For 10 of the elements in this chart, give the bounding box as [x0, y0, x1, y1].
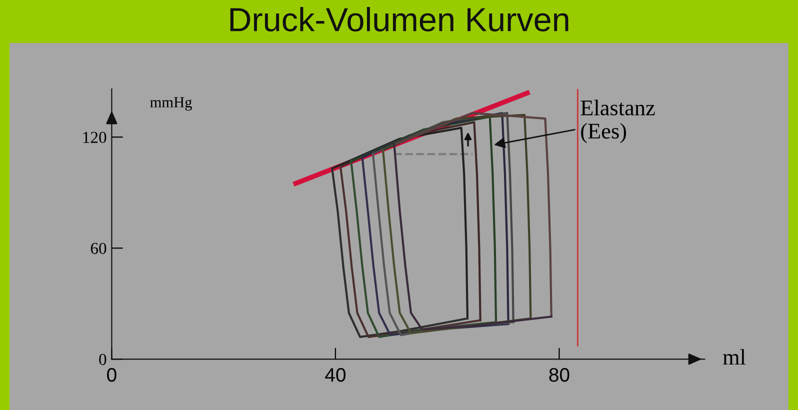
annotation: Elastanz (Ees) [580, 100, 655, 144]
x-tick-label: 0 [107, 368, 116, 382]
y-tick-label: 0 [99, 354, 106, 366]
x-tick-label: 80 [549, 368, 570, 382]
y-axis-title: mmHg [150, 97, 192, 111]
y-tick-label: 60 [90, 242, 106, 254]
chart-title: Druck-Volumen Kurven [230, 7, 568, 32]
y-tick-label: 120 [83, 132, 106, 144]
x-axis-title: ml [723, 349, 746, 365]
x-tick-label: 40 [325, 368, 346, 382]
